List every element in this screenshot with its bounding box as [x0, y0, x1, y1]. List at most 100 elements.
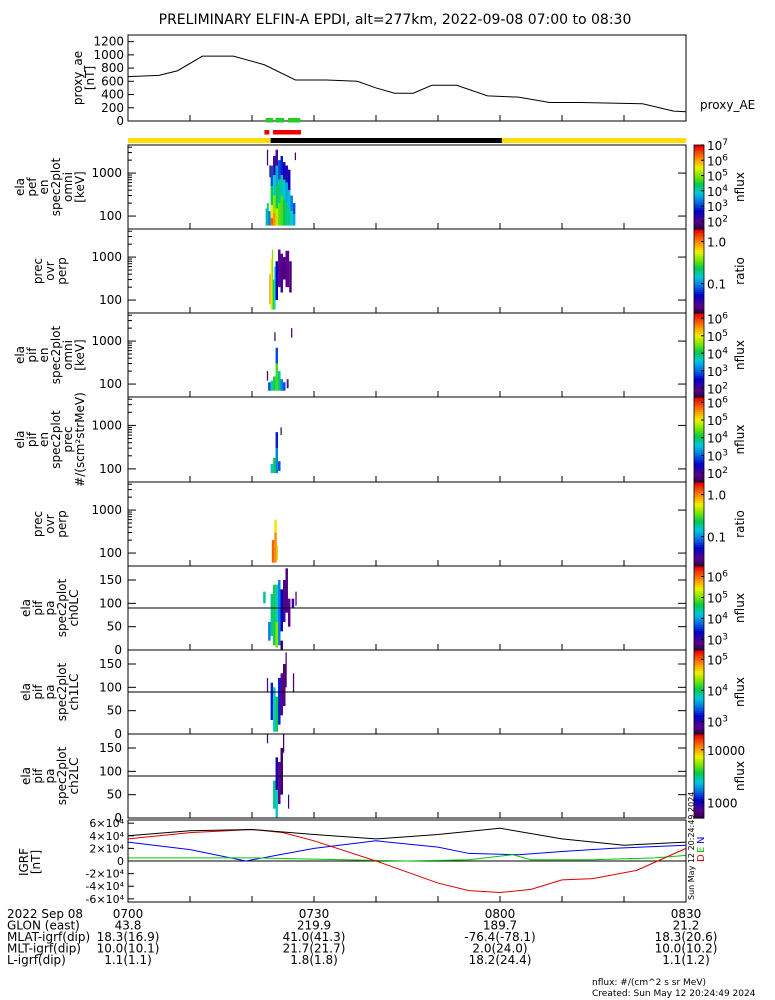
colorbar-swatch: [694, 658, 704, 662]
panel-ylabel-line: en: [37, 432, 51, 447]
colorbar-swatch: [694, 287, 704, 291]
colorbar-swatch: [694, 746, 704, 750]
colorbar-tick-label: 102: [707, 381, 728, 396]
colorbar-swatch: [694, 715, 704, 718]
colorbar-swatch: [694, 441, 704, 445]
colorbar-swatch: [694, 666, 704, 670]
spectrogram-cell: [285, 165, 288, 183]
colorbar-swatch: [694, 189, 704, 192]
colorbar-swatch: [694, 439, 704, 443]
colorbar-swatch: [694, 292, 704, 295]
colorbar-swatch: [694, 252, 704, 255]
panel-ylabel-line: prec: [61, 426, 75, 452]
colorbar-swatch: [694, 222, 704, 226]
colorbar-tick-label: 106: [707, 570, 728, 585]
ytick-label: 50: [107, 788, 122, 802]
spectrogram-cell: [292, 203, 296, 215]
colorbar-swatch: [694, 815, 704, 819]
colorbar-swatch: [694, 302, 704, 306]
colorbar-swatch: [694, 524, 704, 527]
ephemeris-row-label: L-igrf(dip): [7, 953, 66, 967]
ephemeris-value: 1.1(1.1): [104, 953, 152, 967]
spectrogram-cell: [283, 257, 286, 280]
colorbar-swatch: [694, 467, 704, 470]
status-bar-sunlight: [501, 138, 686, 143]
spectrogram-cell: [278, 678, 281, 725]
colorbar-swatch: [694, 782, 704, 785]
ytick-label: 0: [114, 727, 122, 741]
colorbar-swatch: [694, 479, 704, 483]
colorbar-swatch: [694, 503, 704, 506]
panel-ylabel-line: omni: [61, 172, 75, 202]
spectrogram-cell: [275, 757, 279, 790]
ephemeris-value: 10.0(10.1): [97, 942, 160, 956]
colorbar-swatch: [694, 310, 704, 314]
panel-ylabel-line: ela: [19, 767, 33, 785]
colorbar-swatch: [694, 729, 704, 733]
colorbar-swatch: [694, 325, 704, 329]
panel-ylabel-line: pa: [43, 685, 57, 700]
colorbar-swatch: [694, 258, 704, 262]
spectrogram-cell: [273, 155, 276, 176]
colorbar-swatch: [694, 397, 704, 400]
colorbar-ela_pif_pa_spec2plot_ch2LC: 1000 10000 nflux: [693, 733, 747, 819]
colorbar-swatch: [694, 671, 704, 674]
spectrogram-cell: [285, 182, 288, 204]
colorbar-swatch: [694, 250, 704, 253]
proxy-ae-frame: [127, 34, 687, 122]
colorbar-swatch: [694, 308, 704, 312]
ytick-label: 150: [99, 573, 122, 587]
panel-ylabel-line: ovr: [43, 261, 57, 280]
proxy-ae-ytick-label: 1000: [93, 48, 124, 62]
igrf-ytick-label: 6×10⁴: [89, 817, 124, 830]
colorbar-swatch: [694, 331, 704, 335]
ephemeris-value: 2.0(24.0): [472, 942, 527, 956]
spectrogram-cell: [275, 622, 279, 648]
colorbar-swatch: [694, 652, 704, 655]
colorbar-swatch: [694, 620, 704, 624]
colorbar-tick-label: 104: [707, 184, 728, 199]
colorbar-swatch: [694, 344, 704, 348]
ytick-label: 100: [99, 377, 122, 391]
colorbar-ela_pif_pa_spec2plot_ch1LC: 103 104 105 nflux: [693, 649, 747, 735]
colorbar-swatch: [694, 348, 704, 352]
colorbar-ela_pif_en_spec2plot_prec: 102 103 104 105 106 nflux: [693, 395, 747, 483]
igrf-ytick-label: -6×10⁴: [85, 893, 124, 906]
colorbar-swatch: [694, 771, 704, 775]
colorbar-swatch: [694, 713, 704, 716]
created-footer: Created: Sun May 12 20:24:49 2024: [592, 989, 756, 999]
ephemeris-value: 18.3(20.6): [655, 930, 718, 944]
colorbar-swatch: [694, 706, 704, 710]
ytick-label: 100: [99, 596, 122, 610]
status-bar-science_zone_green: [275, 118, 285, 123]
time-axis-ticks: [127, 115, 687, 902]
panel-ylabel-line: spec2plot: [55, 662, 69, 721]
colorbar-swatch: [694, 268, 704, 272]
status-bar-science_zone_green: [265, 118, 274, 123]
spectrogram-cell: [285, 652, 287, 688]
colorbar-swatch: [694, 572, 704, 575]
spectrogram-cell: [270, 218, 274, 226]
colorbar-swatch: [694, 338, 704, 341]
ytick-label: 1000: [91, 166, 122, 180]
colorbar-swatch: [694, 403, 704, 407]
colorbar-swatch: [694, 708, 704, 712]
spectrogram-cell: [280, 589, 283, 632]
spectrogram-cell: [275, 432, 279, 449]
colorbar-swatch: [694, 317, 704, 320]
colorbar-swatch: [694, 256, 704, 259]
spectrogram-cell: [270, 165, 274, 187]
colorbar-tick-label: 107: [707, 138, 728, 153]
panel-ylabel-line: pa: [43, 601, 57, 616]
colorbar-swatch: [694, 517, 704, 521]
status-bars: [128, 118, 686, 143]
colorbar-swatch: [694, 241, 704, 245]
colorbar-swatch: [694, 498, 704, 502]
spectrogram-cell: [265, 208, 268, 226]
igrf-panel: IGRF[nT] -6×10⁴-4×10⁴-2×10⁴02×10⁴4×10⁴6×…: [17, 817, 707, 906]
colorbar-swatch: [694, 176, 704, 180]
colorbar-tick-label: 10000: [707, 744, 745, 758]
panel-ylabel-line: [keV]: [73, 171, 87, 202]
